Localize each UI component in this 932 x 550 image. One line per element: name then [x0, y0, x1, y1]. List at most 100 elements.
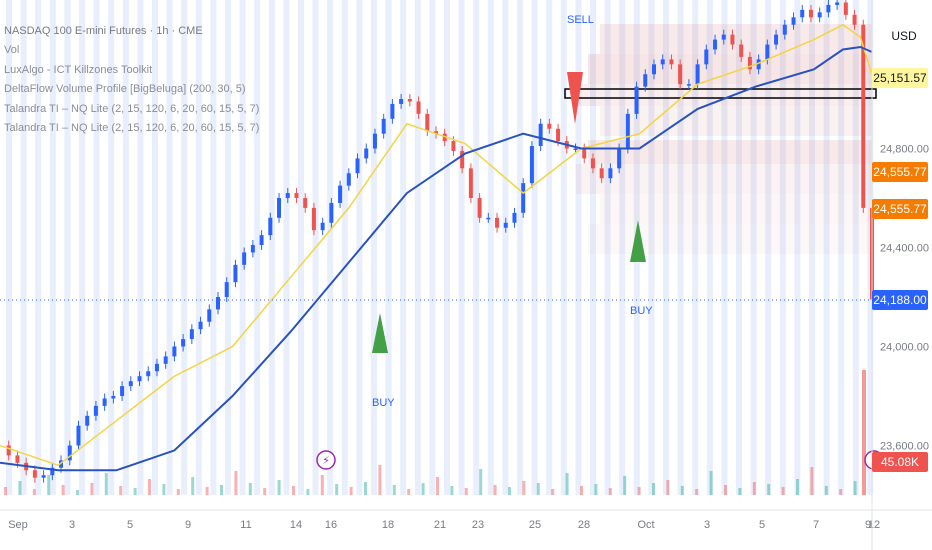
candle-body — [678, 64, 683, 85]
candle-body — [76, 425, 81, 446]
indicator-legend: NASDAQ 100 E-mini Futures · 1h · CME Vol… — [4, 22, 259, 138]
legend-talandra-2[interactable]: Talandra TI – NQ Lite (2, 15, 120, 6, 20… — [4, 122, 260, 135]
killzone-band — [779, 0, 786, 495]
volume-bar — [148, 479, 151, 495]
volume-bar — [853, 481, 857, 495]
killzone-band — [414, 0, 421, 495]
volume-bar — [191, 477, 195, 495]
candle-body — [791, 17, 796, 25]
x-tick-label: 5 — [759, 519, 765, 531]
candle-body — [233, 264, 238, 283]
volume-bar — [378, 465, 382, 495]
killzone-band — [181, 0, 188, 495]
killzone-band — [49, 0, 56, 495]
candle-body — [460, 150, 465, 169]
killzone-band — [152, 0, 158, 495]
volume-bar — [18, 481, 22, 495]
volume-profile-zone — [600, 194, 872, 224]
candle-body — [835, 2, 840, 5]
candle-body — [259, 235, 264, 246]
volume-bar — [695, 489, 699, 495]
killzone-band — [648, 0, 655, 495]
price-tag-mid2: 24,555.77 — [872, 199, 928, 219]
x-tick-label: Oct — [637, 519, 654, 531]
legend-volume-profile[interactable]: DeltaFlow Volume Profile [BigBeluga] (20… — [4, 83, 246, 96]
volume-bar — [90, 483, 94, 495]
killzone-band — [195, 0, 202, 495]
volume-bar — [810, 467, 814, 495]
volume-bar — [119, 486, 123, 495]
candle-body — [800, 9, 805, 18]
candle-body — [521, 183, 526, 213]
candle-body — [808, 9, 813, 18]
killzone-band — [809, 0, 815, 495]
candle-body — [250, 245, 255, 253]
candle-body — [713, 39, 718, 50]
candle-body — [852, 14, 857, 25]
volume-bar — [162, 484, 166, 495]
volume-bar — [176, 489, 180, 495]
legend-killzones[interactable]: LuxAlgo - ICT Killzones Toolkit — [4, 63, 153, 76]
volume-bar — [421, 483, 425, 495]
killzone-band — [93, 0, 100, 495]
killzone-band — [502, 0, 509, 495]
volume-bar — [724, 485, 727, 495]
volume-bar — [47, 475, 51, 495]
x-tick-label: 28 — [578, 519, 590, 531]
candle-body — [294, 193, 299, 198]
volume-bar — [306, 489, 310, 495]
volume-bar — [767, 484, 771, 495]
candle-body — [189, 329, 194, 340]
buy-label-2: BUY — [630, 305, 653, 317]
volume-profile-zone — [588, 54, 872, 84]
candle-body — [817, 12, 822, 18]
candle-body — [277, 198, 282, 218]
legend-talandra-1[interactable]: Talandra TI – NQ Lite (2, 15, 120, 6, 20… — [4, 102, 260, 115]
volume-bar — [335, 484, 339, 495]
volume-bar — [862, 370, 866, 495]
candle-body — [495, 217, 500, 228]
candle-body — [407, 99, 412, 102]
killzone-band — [137, 0, 144, 495]
candle-body — [93, 405, 98, 416]
volume-bar — [133, 488, 137, 495]
currency-label[interactable]: USD — [884, 26, 924, 46]
candle-body — [67, 445, 72, 461]
killzone-band — [473, 0, 480, 495]
candle-body — [120, 386, 125, 396]
killzone-band — [750, 0, 757, 495]
volume-profile-zone — [588, 224, 872, 254]
symbol-title[interactable]: NASDAQ 100 E-mini Futures · 1h · CME — [4, 25, 203, 37]
y-tick-label: 24,000.00 — [880, 342, 929, 354]
killzone-band — [254, 0, 261, 495]
candle-body — [154, 363, 159, 372]
killzone-band — [487, 0, 494, 495]
candle-body — [503, 222, 508, 228]
killzone-band — [341, 0, 348, 495]
volume-bar — [680, 486, 684, 495]
candle-body — [425, 113, 430, 132]
x-tick-label: 3 — [69, 519, 75, 531]
candle-body — [756, 59, 761, 70]
event-marker-glyph: ⚡ — [322, 454, 330, 467]
killzone-band — [736, 0, 742, 495]
x-tick-label: Sep — [8, 519, 28, 531]
volume-bar — [464, 488, 468, 495]
candle-body — [704, 49, 709, 65]
candle-body — [512, 212, 517, 223]
legend-volume[interactable]: Vol — [4, 44, 20, 57]
x-tick-label: 18 — [382, 519, 394, 531]
candle-body — [224, 282, 229, 297]
x-tick-label: 23 — [472, 519, 484, 531]
volume-bar — [536, 483, 540, 495]
volume-bar — [32, 489, 36, 495]
volume-bar — [407, 489, 411, 495]
killzone-band — [852, 0, 859, 495]
volume-bar — [450, 486, 454, 495]
volume-bar — [580, 486, 583, 495]
candle-body — [477, 198, 482, 218]
x-tick-label: 12 — [868, 519, 880, 531]
x-tick-label: 9 — [185, 519, 191, 531]
